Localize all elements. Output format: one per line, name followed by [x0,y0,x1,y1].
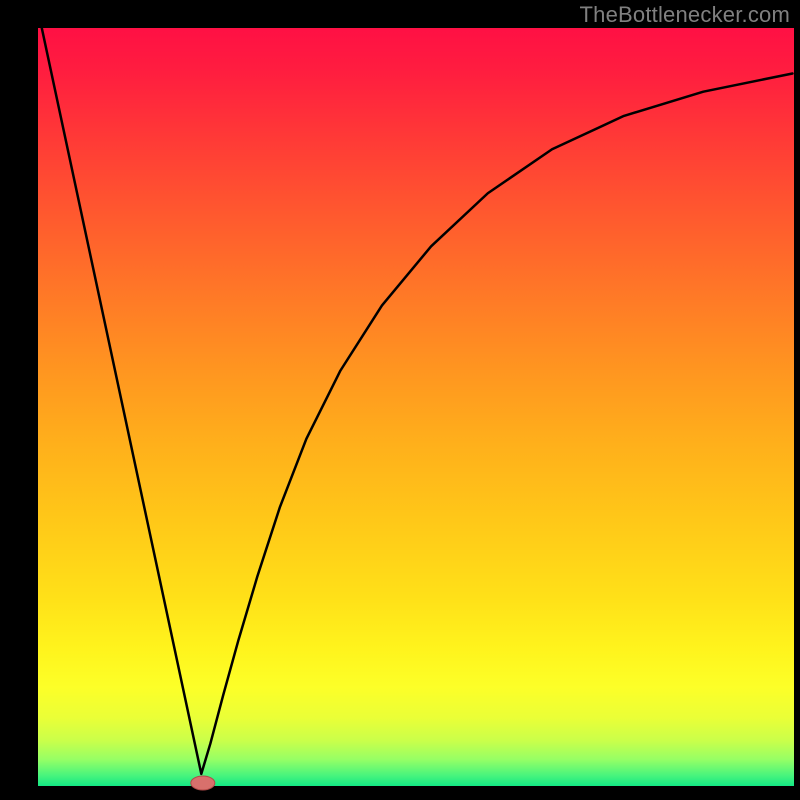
plot-gradient-background [38,28,794,786]
source-attribution: TheBottlenecker.com [580,2,790,28]
chart-frame: TheBottlenecker.com [0,0,800,800]
bottleneck-chart [0,0,800,800]
optimal-point-marker [191,776,215,790]
